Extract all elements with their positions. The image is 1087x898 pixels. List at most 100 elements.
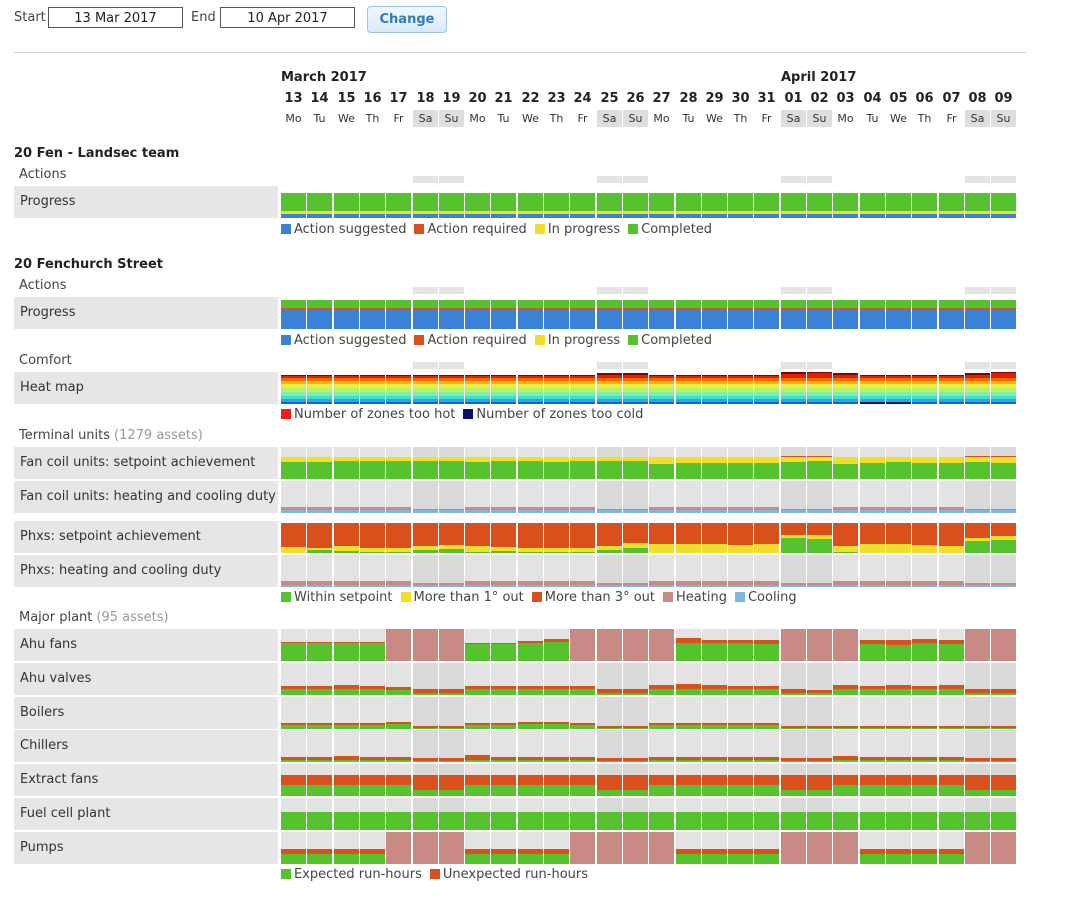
day-cell[interactable] [860,629,885,661]
day-cell[interactable] [676,798,701,830]
day-cell[interactable] [465,300,490,329]
day-cell[interactable] [413,697,438,729]
day-cell[interactable] [781,663,806,695]
day-cell[interactable] [702,300,727,329]
day-cell[interactable] [518,300,543,329]
day-cell[interactable] [439,300,464,329]
day-cell[interactable] [702,832,727,864]
day-cell[interactable] [544,521,569,553]
day-cell[interactable] [702,730,727,762]
day-cell[interactable] [413,832,438,864]
day-cell[interactable] [386,798,411,830]
day-cell[interactable] [439,481,464,513]
day-cell[interactable] [623,300,648,329]
day-cell[interactable] [518,481,543,513]
day-cell[interactable] [991,697,1016,729]
day-cell[interactable] [728,447,753,479]
change-button[interactable]: Change [367,6,447,33]
day-cell[interactable] [544,697,569,729]
day-cell[interactable] [570,555,595,587]
day-cell[interactable] [833,697,858,729]
day-cell[interactable] [860,730,885,762]
row-label[interactable]: Extract fans [20,772,99,787]
day-cell[interactable] [386,629,411,661]
day-cell[interactable] [912,697,937,729]
day-cell[interactable] [307,300,332,329]
day-cell[interactable] [307,447,332,479]
day-cell[interactable] [781,764,806,796]
day-cell[interactable] [334,663,359,695]
day-cell[interactable] [281,300,306,329]
day-cell[interactable] [781,372,806,404]
day-cell[interactable] [912,372,937,404]
day-cell[interactable] [728,764,753,796]
day-cell[interactable] [965,764,990,796]
day-cell[interactable] [939,300,964,329]
day-cell[interactable] [544,372,569,404]
day-cell[interactable] [597,447,622,479]
day-cell[interactable] [991,447,1016,479]
day-cell[interactable] [754,447,779,479]
day-cell[interactable] [649,764,674,796]
day-cell[interactable] [518,798,543,830]
day-cell[interactable] [728,832,753,864]
day-cell[interactable] [413,629,438,661]
day-cell[interactable] [649,730,674,762]
day-cell[interactable] [491,697,516,729]
day-cell[interactable] [833,193,858,218]
day-cell[interactable] [886,521,911,553]
day-cell[interactable] [281,193,306,218]
day-cell[interactable] [939,764,964,796]
day-cell[interactable] [728,481,753,513]
day-cell[interactable] [360,730,385,762]
day-cell[interactable] [570,447,595,479]
day-cell[interactable] [860,697,885,729]
day-cell[interactable] [649,481,674,513]
day-cell[interactable] [439,447,464,479]
day-cell[interactable] [702,629,727,661]
day-cell[interactable] [807,697,832,729]
day-cell[interactable] [334,193,359,218]
day-cell[interactable] [939,481,964,513]
day-cell[interactable] [597,629,622,661]
day-cell[interactable] [676,447,701,479]
day-cell[interactable] [754,697,779,729]
day-cell[interactable] [491,798,516,830]
day-cell[interactable] [991,300,1016,329]
day-cell[interactable] [702,798,727,830]
day-cell[interactable] [807,481,832,513]
day-cell[interactable] [781,798,806,830]
day-cell[interactable] [623,832,648,864]
day-cell[interactable] [676,521,701,553]
day-cell[interactable] [939,697,964,729]
day-cell[interactable] [781,481,806,513]
day-cell[interactable] [965,663,990,695]
day-cell[interactable] [518,764,543,796]
day-cell[interactable] [597,300,622,329]
day-cell[interactable] [623,663,648,695]
day-cell[interactable] [544,447,569,479]
day-cell[interactable] [912,629,937,661]
day-cell[interactable] [570,193,595,218]
day-cell[interactable] [754,481,779,513]
day-cell[interactable] [597,764,622,796]
day-cell[interactable] [491,481,516,513]
day-cell[interactable] [413,555,438,587]
day-cell[interactable] [991,730,1016,762]
day-cell[interactable] [465,447,490,479]
day-cell[interactable] [833,555,858,587]
day-cell[interactable] [676,481,701,513]
day-cell[interactable] [491,372,516,404]
day-cell[interactable] [439,663,464,695]
day-cell[interactable] [439,629,464,661]
day-cell[interactable] [386,372,411,404]
day-cell[interactable] [281,764,306,796]
day-cell[interactable] [597,372,622,404]
day-cell[interactable] [334,629,359,661]
day-cell[interactable] [360,629,385,661]
row-label[interactable]: Progress [20,305,76,320]
day-cell[interactable] [860,798,885,830]
day-cell[interactable] [754,521,779,553]
day-cell[interactable] [991,764,1016,796]
day-cell[interactable] [570,798,595,830]
